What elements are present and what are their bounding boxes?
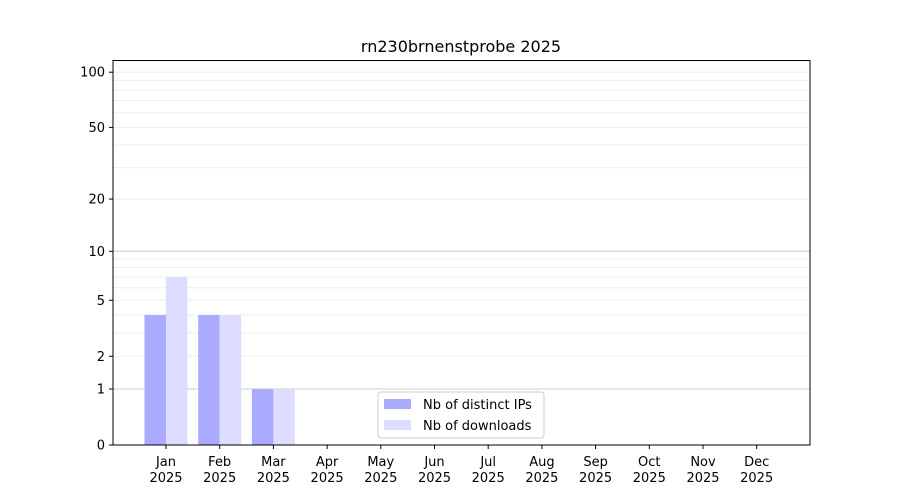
x-tick-label: Jul 2025 <box>472 455 505 486</box>
x-tick-label: Dec 2025 <box>740 455 773 486</box>
bar-distinct-ips <box>198 314 220 445</box>
y-tick-label: 5 <box>97 294 105 309</box>
chart-title: rn230brnenstprobe 2025 <box>361 37 561 56</box>
legend: Nb of distinct IPs Nb of downloads <box>377 391 545 439</box>
plot-frame <box>112 60 811 446</box>
legend-label-downloads: Nb of downloads <box>423 419 532 434</box>
y-tick-label: 100 <box>80 66 105 81</box>
x-tick-label: Oct 2025 <box>633 455 666 486</box>
y-tick-label: 2 <box>97 350 105 365</box>
y-tick-label: 50 <box>88 121 105 136</box>
y-tick-label: 1 <box>97 383 105 398</box>
x-tick-label: Feb 2025 <box>203 455 236 486</box>
x-tick-label: Sep 2025 <box>579 455 612 486</box>
x-tick-label: May 2025 <box>364 455 397 486</box>
bar-downloads <box>166 277 188 445</box>
x-tick-label: Aug 2025 <box>525 455 558 486</box>
bar-distinct-ips <box>144 314 166 445</box>
y-tick-label: 10 <box>88 245 105 260</box>
legend-swatch-downloads <box>384 420 411 430</box>
legend-label-ips: Nb of distinct IPs <box>423 398 532 413</box>
x-tick-label: Mar 2025 <box>257 455 290 486</box>
x-tick-label: Apr 2025 <box>311 455 344 486</box>
x-tick-label: Nov 2025 <box>686 455 719 486</box>
y-tick-label: 20 <box>88 193 105 208</box>
bar-downloads <box>219 314 242 445</box>
legend-swatch-ips <box>384 399 411 409</box>
bar-downloads <box>273 389 295 445</box>
y-tick-label: 0 <box>97 439 105 454</box>
x-tick-label: Jun 2025 <box>418 455 451 486</box>
bar-distinct-ips <box>251 389 274 445</box>
x-tick-label: Jan 2025 <box>149 455 182 486</box>
